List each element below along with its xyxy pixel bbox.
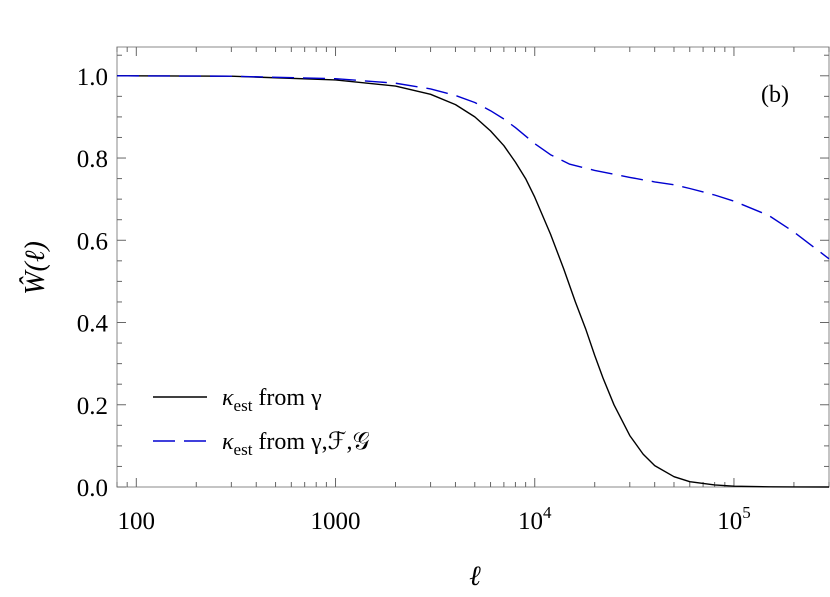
y-tick-label: 0.8 bbox=[77, 146, 108, 173]
plot-frame bbox=[116, 46, 830, 488]
series-line-1 bbox=[116, 75, 830, 488]
y-tick-label: 0.0 bbox=[77, 475, 108, 502]
tick-marks bbox=[116, 47, 830, 488]
y-tick-label: 0.4 bbox=[77, 311, 109, 338]
series-lines bbox=[116, 75, 830, 488]
panel-label: (b) bbox=[761, 82, 789, 108]
y-tick-label: 1.0 bbox=[77, 64, 108, 91]
legend-label: κest from γ bbox=[222, 385, 322, 415]
x-tick-labels: 100 1000 104 105 bbox=[118, 503, 751, 535]
x-axis-label: ℓ bbox=[469, 561, 481, 592]
x-tick-label: 105 bbox=[717, 503, 751, 535]
y-tick-labels: 0.0 0.2 0.4 0.6 0.8 1.0 bbox=[77, 64, 109, 502]
x-tick-label: 100 bbox=[118, 508, 156, 535]
legend: κest from γ κest from γ,ℱ,𝒢 bbox=[153, 385, 370, 459]
x-tick-label: 104 bbox=[518, 503, 552, 535]
y-axis-label: Ŵ(ℓ) bbox=[20, 241, 51, 295]
y-tick-label: 0.6 bbox=[77, 228, 108, 255]
x-tick-label: 1000 bbox=[311, 508, 361, 535]
legend-label: κest from γ,ℱ,𝒢 bbox=[222, 429, 370, 459]
y-tick-label: 0.2 bbox=[77, 393, 108, 420]
series-line-2 bbox=[116, 75, 830, 260]
